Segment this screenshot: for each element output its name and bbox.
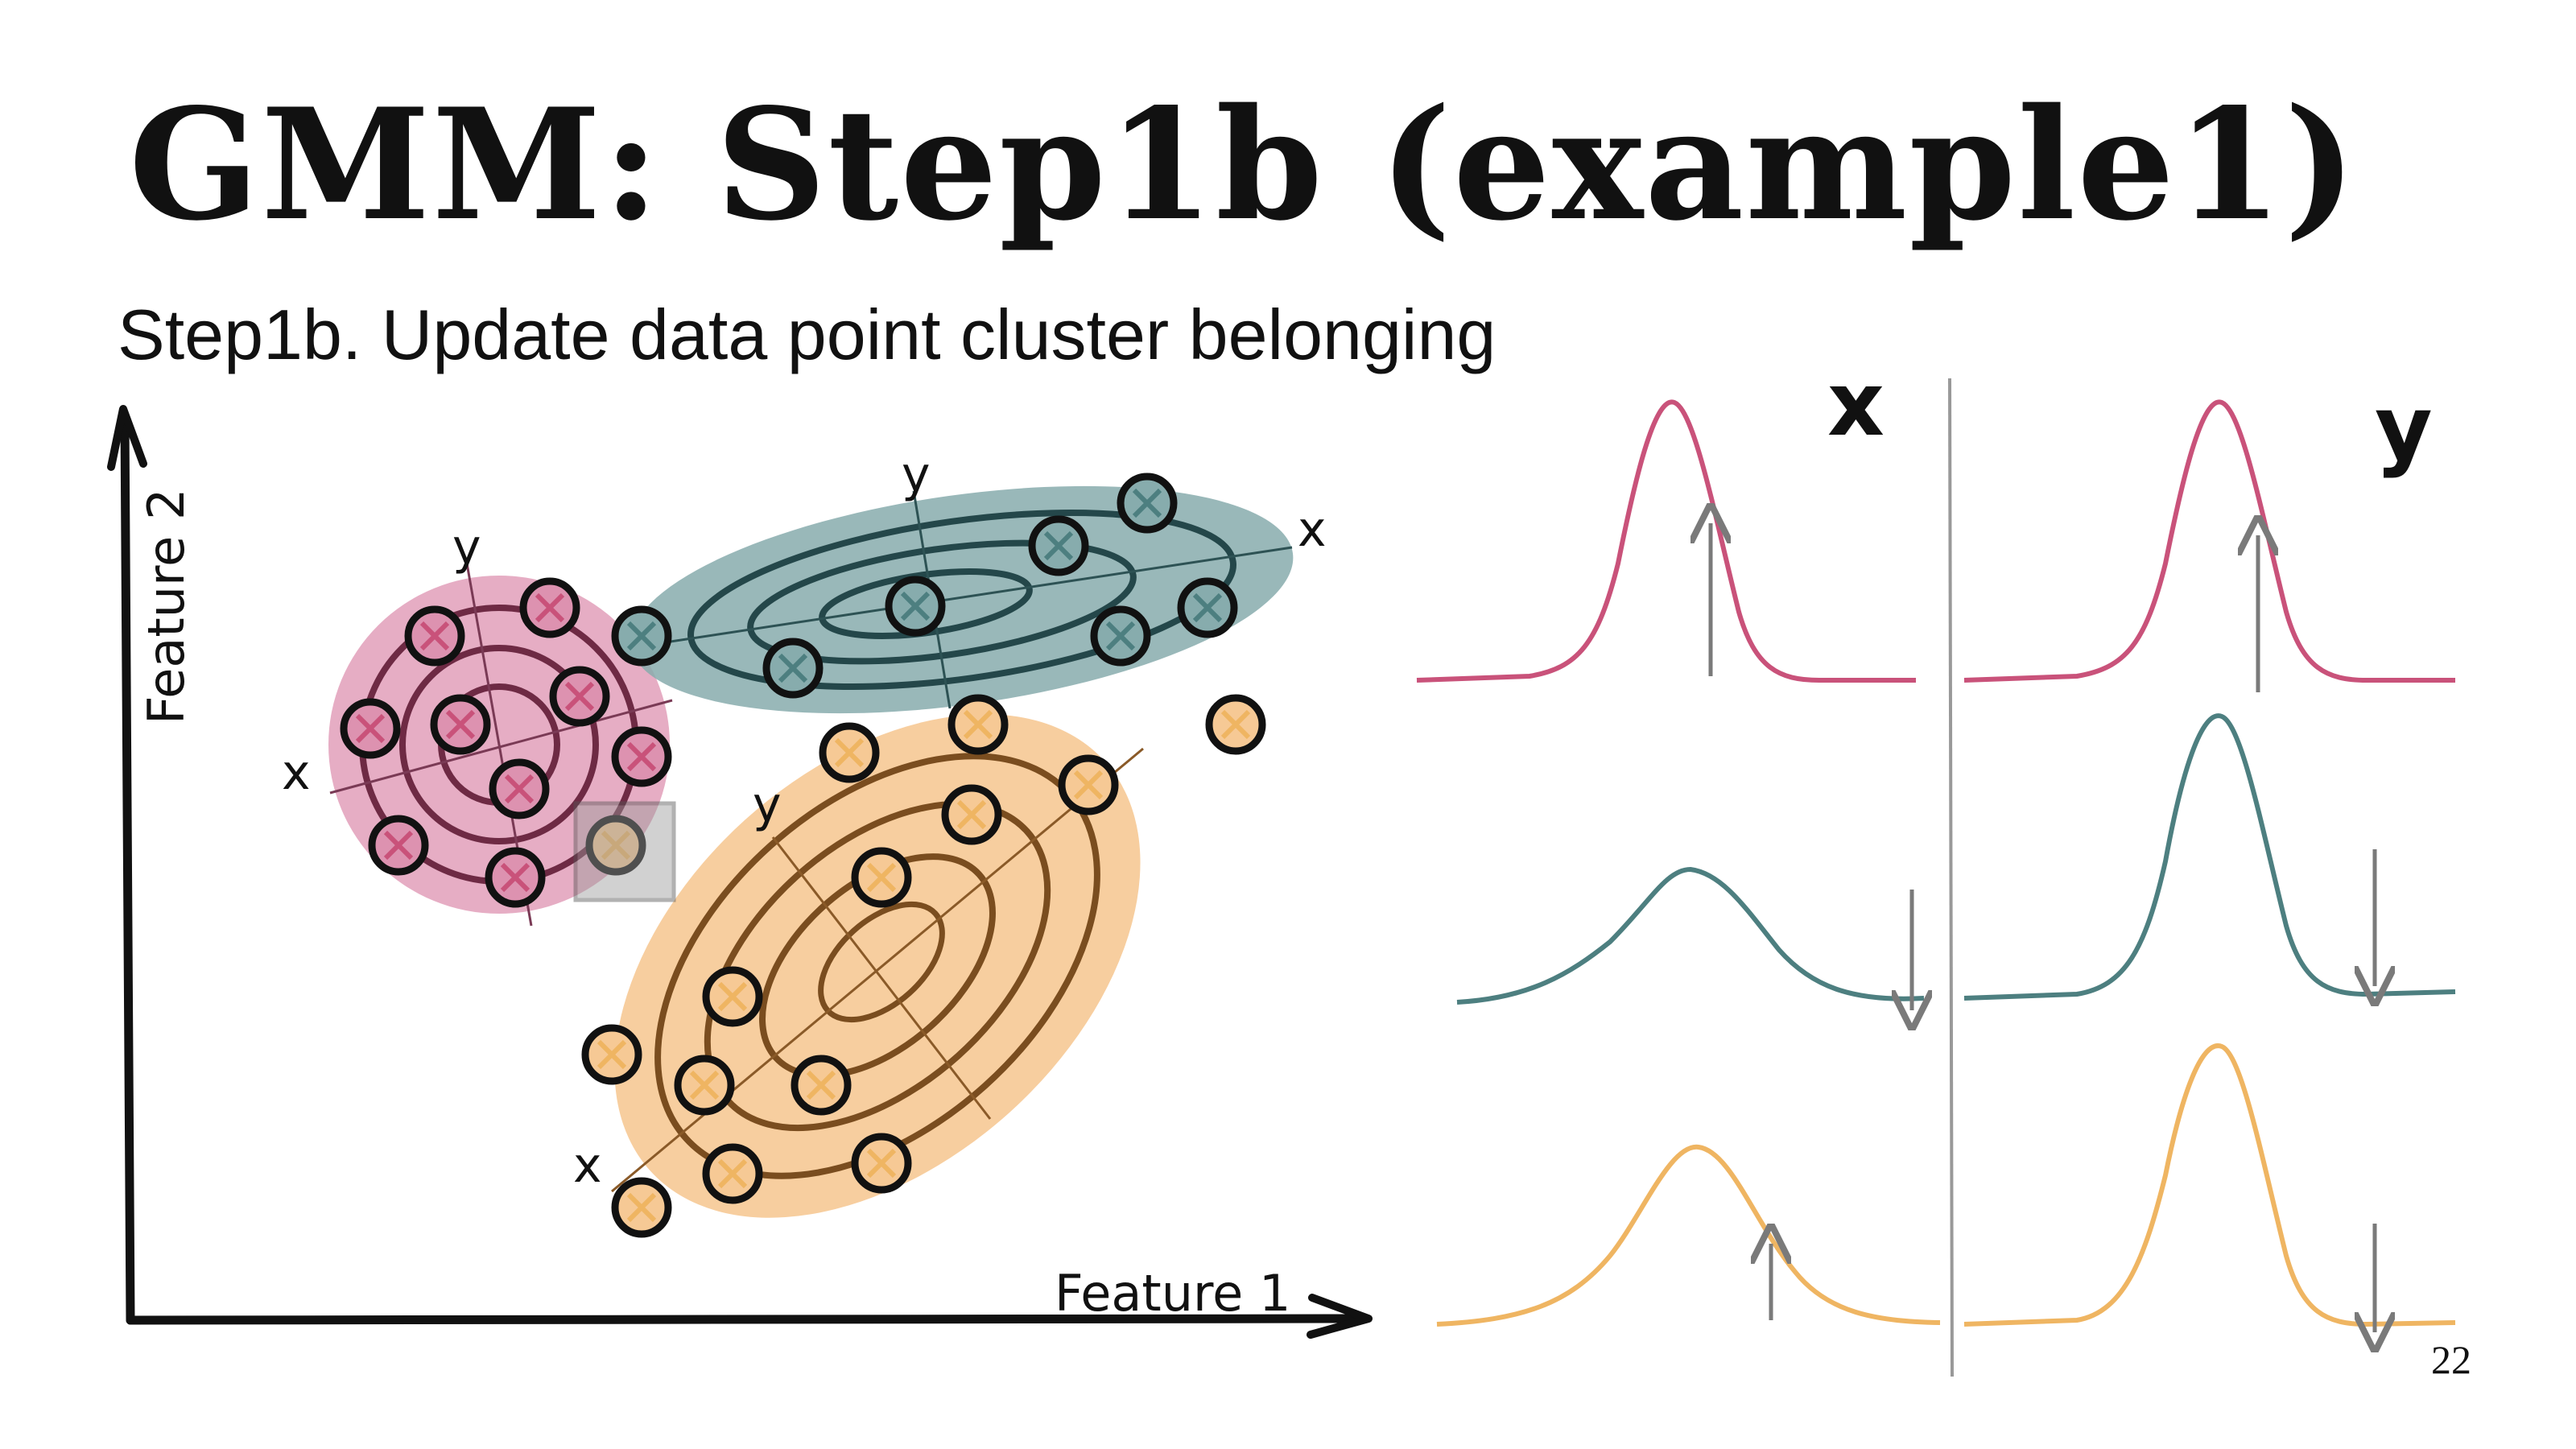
- slide-title: GMM: Step1b (example1): [129, 75, 2359, 254]
- distribution-panels: x y: [1416, 353, 2456, 1377]
- y-teal-curve: [1963, 713, 2456, 1001]
- orange-data-point: [581, 1024, 642, 1085]
- y-axis-label: Feature 2: [137, 489, 196, 724]
- x-axis-arrowhead: [1307, 1294, 1373, 1339]
- pink-data-point: [489, 758, 550, 819]
- x-axis-label: Feature 1: [1055, 1264, 1290, 1323]
- scatter-axes: Feature 1 Feature 2: [107, 405, 1373, 1339]
- pink-axis-y-label: y: [452, 519, 481, 576]
- pink-data-point: [368, 815, 429, 876]
- teal-axis-y-label: y: [902, 447, 931, 503]
- x-distribution-header: x: [1827, 353, 1885, 456]
- orange-data-point: [585, 815, 646, 876]
- y-axis: [120, 414, 135, 1325]
- x-pink-curve: [1416, 399, 1916, 683]
- y-pink-curve: [1963, 399, 2455, 683]
- pink-data-point: [340, 698, 401, 759]
- orange-data-point: [674, 1055, 735, 1116]
- orange-data-point: [702, 1143, 763, 1204]
- x-axis: [126, 1314, 1365, 1325]
- pink-data-point: [549, 666, 610, 727]
- orange-data-point: [851, 1133, 912, 1194]
- pink-data-point: [519, 577, 580, 638]
- orange-data-point: [1205, 694, 1266, 755]
- y-orange-curve: [1963, 1043, 2456, 1327]
- orange-data-point: [611, 1177, 672, 1238]
- teal-data-point: [1090, 605, 1151, 667]
- pink-axis-x-label: x: [282, 745, 311, 801]
- highlighted-point-box: [573, 801, 676, 902]
- orange-data-point: [819, 722, 880, 783]
- orange-data-point: [851, 847, 912, 908]
- y-distribution-header: y: [2375, 377, 2433, 480]
- orange-axis-y-label: y: [753, 777, 782, 833]
- pink-data-point: [404, 605, 465, 667]
- slide-subtitle: Step1b. Update data point cluster belong…: [118, 295, 1496, 374]
- teal-axis-x-label: x: [1298, 502, 1327, 558]
- orange-cluster-ellipse: [614, 714, 1141, 1218]
- x-teal-curve: [1456, 866, 1925, 1005]
- orange-data-point: [791, 1055, 852, 1116]
- panel-divider: [1948, 378, 1954, 1377]
- data-points: [340, 473, 1266, 1238]
- pink-data-point: [611, 726, 672, 787]
- teal-data-point: [762, 638, 824, 699]
- orange-axis-x-label: x: [573, 1137, 602, 1194]
- teal-data-point: [885, 576, 946, 637]
- orange-data-point: [1058, 754, 1119, 815]
- y-axis-arrowhead: [107, 405, 147, 471]
- teal-data-point: [1177, 577, 1238, 638]
- orange-data-point: [941, 784, 1002, 845]
- teal-data-point: [611, 605, 672, 667]
- pink-data-point: [485, 847, 546, 908]
- page-number: 22: [2431, 1337, 2471, 1382]
- teal-data-point: [1028, 515, 1089, 576]
- orange-data-point: [702, 966, 763, 1027]
- x-orange-curve: [1436, 1144, 1941, 1327]
- orange-data-point: [947, 694, 1009, 755]
- pink-data-point: [430, 694, 491, 755]
- teal-data-point: [1117, 473, 1178, 534]
